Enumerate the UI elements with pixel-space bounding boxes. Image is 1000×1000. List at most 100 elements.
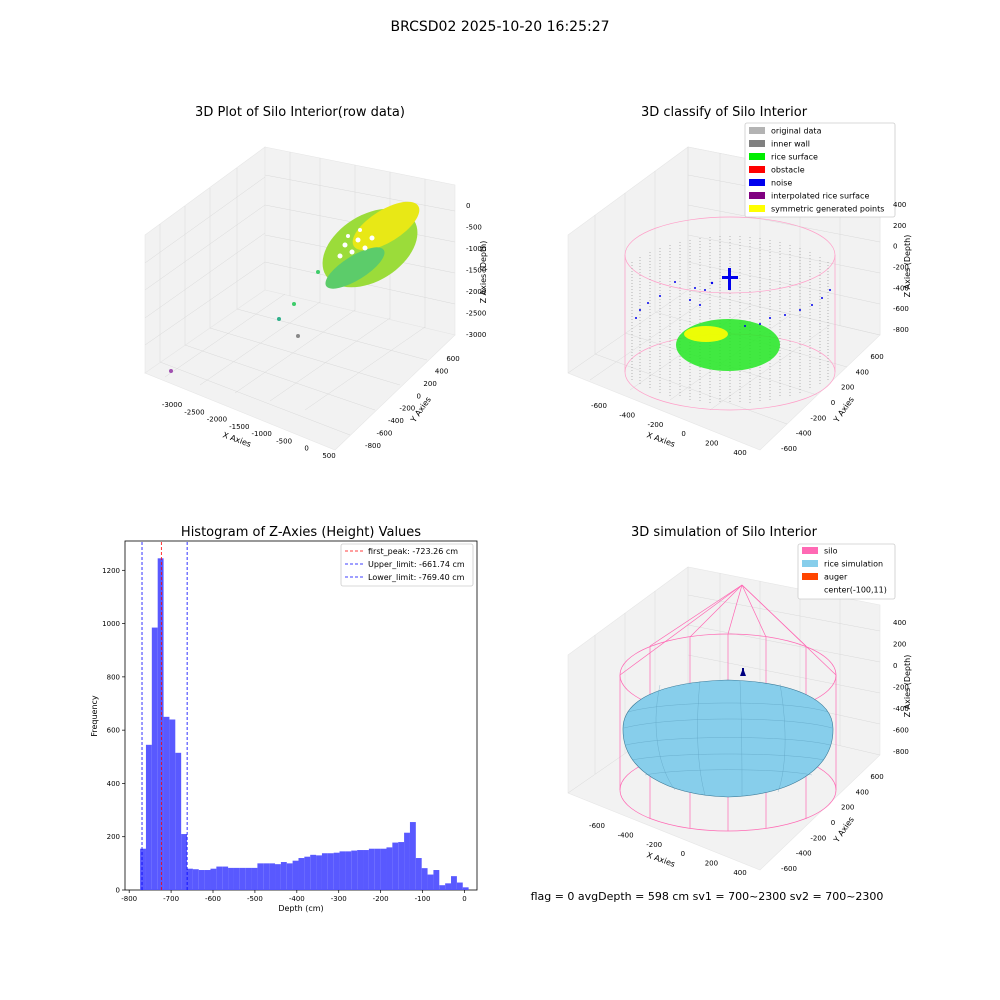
- raw-y-tick-label: -600: [376, 430, 392, 438]
- histogram-x-tick-label: -700: [163, 895, 179, 903]
- classify-rice-surface: [676, 319, 780, 371]
- histogram-plot-area: [124, 540, 478, 891]
- histogram-y-tick-label: 1200: [102, 567, 120, 575]
- classify-legend-swatch: [749, 205, 765, 212]
- simulation-x-tick-label: -400: [618, 831, 634, 839]
- histogram-y-label: Frequency: [90, 695, 99, 737]
- status-readout: flag = 0 avgDepth = 598 cm sv1 = 700~230…: [531, 890, 884, 903]
- histogram-bar: [216, 866, 223, 890]
- histogram-bar: [269, 863, 276, 890]
- panel-simulation-z-label: Z Axies (Depth): [903, 655, 912, 718]
- panel-classify-z-ticks: 400 200 0 -200 -400 -600 -800: [893, 201, 909, 334]
- simulation-z-tick-label: 0: [893, 662, 897, 670]
- classify-symmetric-points: [684, 326, 728, 342]
- histogram-bar: [415, 858, 422, 890]
- simulation-z-tick-label: -800: [893, 748, 909, 756]
- histogram-legend-label: first_peak: -723.26 cm: [368, 547, 458, 556]
- classify-y-tick-label: 200: [841, 384, 854, 392]
- classify-legend-label: symmetric generated points: [771, 205, 884, 214]
- histogram-y-tick-label: 400: [107, 780, 120, 788]
- simulation-x-tick-label: 400: [733, 869, 746, 877]
- panel-classify-x-ticks: -600 -400 -200 0 200 400: [591, 402, 747, 457]
- panel-simulation-x-label: X Axies: [645, 850, 676, 869]
- histogram-bar: [163, 716, 170, 890]
- histogram-bar: [263, 863, 270, 890]
- raw-outlier-point: [296, 334, 300, 338]
- histogram-legend: first_peak: -723.26 cm Upper_limit: -661.…: [340, 543, 474, 587]
- classify-legend-swatch: [749, 179, 765, 186]
- figure-suptitle: BRCSD02 2025-10-20 16:25:27: [390, 19, 609, 35]
- histogram-bar: [351, 850, 358, 890]
- histogram-x-tick-label: 0: [462, 895, 466, 903]
- raw-outlier-point: [292, 302, 296, 306]
- raw-outlier-point: [277, 317, 281, 321]
- histogram-bar: [363, 850, 369, 890]
- simulation-x-tick-label: -600: [589, 822, 605, 830]
- histogram-bar: [339, 851, 346, 890]
- histogram-bar: [316, 855, 322, 890]
- histogram-bar: [368, 848, 375, 890]
- classify-legend-label: interpolated rice surface: [771, 192, 869, 201]
- histogram-bar: [251, 867, 258, 890]
- histogram-x-label: Depth (cm): [278, 904, 323, 913]
- histogram-legend-label: Upper_limit: -661.74 cm: [368, 560, 465, 569]
- simulation-y-tick-label: -600: [781, 865, 797, 873]
- panel-classify-points: [624, 216, 836, 411]
- histogram-y-tick-label: 200: [107, 833, 120, 841]
- raw-y-tick-label: 0: [416, 392, 420, 400]
- histogram-x-tick-label: -100: [415, 895, 431, 903]
- simulation-legend-swatch: [802, 560, 818, 567]
- panel-raw-z-label: Z Axies (Depth): [479, 241, 488, 304]
- raw-z-tick-label: -500: [466, 224, 482, 232]
- raw-x-tick-label: -3000: [162, 401, 182, 409]
- raw-outlier-point: [316, 270, 320, 274]
- histogram-bar: [228, 867, 234, 890]
- histogram-bar: [456, 882, 463, 890]
- histogram-bar: [451, 876, 457, 890]
- histogram-legend-label: Lower_limit: -769.40 cm: [368, 573, 465, 582]
- panel-simulation-title: 3D simulation of Silo Interior: [631, 525, 818, 540]
- raw-y-tick-label: -200: [399, 405, 415, 413]
- histogram-bar: [275, 864, 281, 890]
- classify-x-tick-label: -600: [591, 402, 607, 410]
- raw-x-tick-label: -2500: [184, 408, 204, 416]
- histogram-bar: [374, 848, 381, 890]
- simulation-legend-label: auger: [824, 573, 848, 582]
- classify-y-tick-label: -200: [810, 414, 826, 422]
- histogram-bar: [204, 870, 211, 890]
- histogram-bar: [151, 627, 158, 890]
- histogram-x-tick-label: -400: [289, 895, 305, 903]
- simulation-y-tick-label: -400: [796, 850, 812, 858]
- panel-simulation-legend: silo rice simulation auger center(-100,11): [797, 543, 896, 600]
- raw-z-tick-label: -3000: [466, 331, 486, 339]
- classify-z-tick-label: 0: [893, 243, 897, 251]
- histogram-bar: [298, 858, 305, 890]
- histogram-bar: [257, 863, 264, 890]
- simulation-z-tick-label: -600: [893, 727, 909, 735]
- panel-classify-z-label: Z Axies (Depth): [903, 235, 912, 298]
- raw-point-cloud-highlight: [352, 201, 420, 251]
- simulation-x-tick-label: -200: [646, 841, 662, 849]
- raw-x-tick-label: 0: [304, 445, 308, 453]
- panel-simulation-z-ticks: 400 200 0 -200 -400 -600 -800: [893, 619, 909, 756]
- classify-x-tick-label: 200: [705, 440, 718, 448]
- classify-y-tick-label: 0: [831, 399, 835, 407]
- simulation-z-tick-label: 200: [893, 641, 906, 649]
- raw-x-tick-label: -2000: [207, 416, 227, 424]
- classify-legend-swatch: [749, 166, 765, 173]
- panel-raw-x-ticks: -3000-2500-2000-1500-1000 -500 0 500: [162, 401, 336, 460]
- classify-legend-swatch: [749, 153, 765, 160]
- histogram-bar: [392, 842, 399, 890]
- histogram-bar: [357, 850, 364, 890]
- histogram-bar: [222, 866, 229, 890]
- histogram-bar: [292, 860, 299, 890]
- histogram-bar: [327, 853, 334, 890]
- simulation-x-tick-label: 0: [681, 850, 685, 858]
- simulation-y-tick-label: 0: [831, 819, 835, 827]
- classify-y-tick-label: 400: [856, 368, 869, 376]
- histogram-bar: [145, 744, 152, 890]
- raw-z-tick-label: -1500: [466, 267, 486, 275]
